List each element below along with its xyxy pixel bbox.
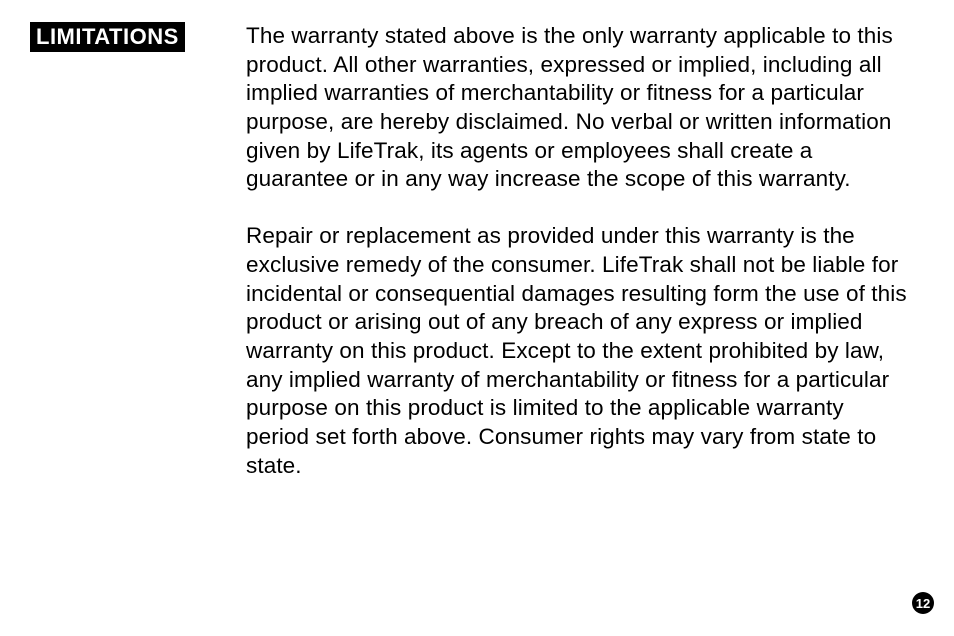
paragraph-2: Repair or replacement as provided under … — [246, 222, 912, 480]
content-row: LIMITATIONS The warranty stated above is… — [30, 22, 922, 508]
page-number-badge: 12 — [912, 592, 934, 614]
document-page: LIMITATIONS The warranty stated above is… — [0, 0, 954, 636]
paragraph-1: The warranty stated above is the only wa… — [246, 22, 912, 194]
body-column: The warranty stated above is the only wa… — [216, 22, 922, 508]
section-label-column: LIMITATIONS — [30, 22, 216, 52]
section-label-badge: LIMITATIONS — [30, 22, 185, 52]
